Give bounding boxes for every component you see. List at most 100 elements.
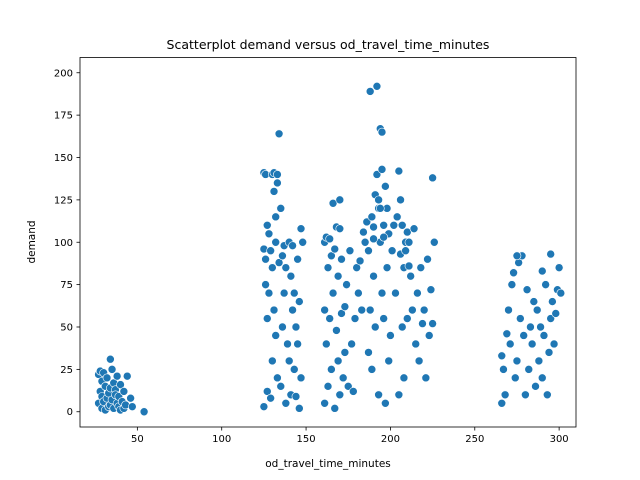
scatter-point bbox=[509, 268, 518, 278]
scatter-point bbox=[273, 178, 282, 188]
scatter-point bbox=[397, 221, 407, 230]
scatter-point bbox=[281, 398, 291, 408]
scatter-point bbox=[325, 234, 334, 244]
scatter-point bbox=[126, 393, 135, 403]
scatter-point bbox=[374, 195, 383, 205]
x-tick-label: 250 bbox=[465, 434, 484, 445]
scatter-point bbox=[261, 280, 270, 289]
scatter-point bbox=[262, 314, 272, 323]
scatter-point bbox=[524, 365, 534, 374]
scatter-point bbox=[335, 224, 345, 233]
scatter-point bbox=[497, 351, 507, 361]
scatter-point bbox=[288, 305, 297, 315]
scatter-point bbox=[347, 339, 356, 349]
scatter-point bbox=[546, 314, 555, 323]
x-tick-label: 100 bbox=[212, 434, 231, 445]
scatter-point bbox=[288, 241, 297, 250]
scatter-point bbox=[418, 319, 427, 328]
scatter-point bbox=[112, 371, 122, 381]
scatter-point bbox=[266, 246, 275, 256]
scatter-point bbox=[502, 329, 512, 339]
scatter-point bbox=[377, 165, 387, 174]
scatter-point bbox=[510, 373, 520, 383]
scatter-point bbox=[293, 339, 302, 349]
scatter-point bbox=[526, 322, 535, 332]
scatter-point bbox=[327, 365, 336, 374]
scatter-point bbox=[295, 404, 304, 413]
x-tick-label: 200 bbox=[381, 434, 400, 445]
scatter-point bbox=[354, 288, 363, 298]
scatter-point bbox=[298, 237, 307, 247]
scatter-point bbox=[355, 256, 365, 266]
scatter-point bbox=[325, 314, 334, 323]
scatter-point bbox=[332, 326, 341, 335]
scatter-point bbox=[537, 266, 547, 276]
scatter-point bbox=[402, 227, 412, 237]
scatter-point bbox=[377, 127, 387, 137]
scatter-point bbox=[500, 390, 510, 400]
scatter-point bbox=[394, 166, 404, 176]
scatter-point bbox=[387, 246, 397, 256]
scatter-point bbox=[271, 212, 281, 222]
scatter-point bbox=[406, 271, 415, 281]
scatter-point bbox=[543, 390, 552, 400]
scatter-point bbox=[404, 237, 414, 247]
scatter-point bbox=[505, 339, 515, 349]
scatter-point bbox=[274, 129, 284, 139]
scatter-point bbox=[369, 271, 378, 281]
scatter-point bbox=[365, 305, 375, 315]
scatter-point bbox=[128, 402, 137, 411]
scatter-point bbox=[424, 331, 434, 340]
y-tick-label: 175 bbox=[54, 111, 73, 122]
scatter-point bbox=[107, 365, 117, 374]
scatter-point bbox=[401, 246, 410, 256]
scatter-point bbox=[402, 314, 412, 323]
scatter-points bbox=[94, 82, 566, 417]
scatter-point bbox=[404, 261, 414, 271]
scatter-point bbox=[286, 271, 296, 281]
scatter-point bbox=[278, 251, 287, 261]
y-tick-label: 75 bbox=[60, 280, 73, 291]
x-tick-label: 50 bbox=[131, 434, 144, 445]
y-tick-label: 200 bbox=[54, 68, 73, 79]
scatter-point bbox=[320, 305, 329, 315]
scatter-point bbox=[343, 382, 353, 391]
scatter-point bbox=[269, 305, 279, 315]
scatter-point bbox=[369, 234, 378, 244]
chart-title: Scatterplot demand versus od_travel_time… bbox=[167, 37, 490, 52]
scatter-point bbox=[338, 373, 348, 383]
scatter-point bbox=[349, 387, 358, 396]
scatter-point bbox=[389, 221, 399, 230]
scatter-point bbox=[340, 348, 350, 357]
x-tick-label: 300 bbox=[550, 434, 569, 445]
scatter-point bbox=[379, 232, 388, 242]
scatter-point bbox=[345, 246, 355, 256]
scatter-point bbox=[116, 380, 125, 389]
scatter-point bbox=[276, 204, 286, 213]
y-tick-label: 125 bbox=[54, 195, 73, 206]
scatter-point bbox=[122, 371, 132, 381]
scatter-point bbox=[419, 305, 429, 315]
scatter-point bbox=[139, 407, 149, 417]
scatter-point bbox=[379, 314, 388, 323]
scatter-point bbox=[532, 305, 542, 315]
scatter-point bbox=[320, 398, 329, 408]
scatter-point bbox=[106, 354, 115, 364]
scatter-point bbox=[522, 285, 532, 295]
scatter-point bbox=[296, 224, 306, 233]
scatter-point bbox=[281, 263, 291, 272]
scatter-point bbox=[556, 288, 566, 298]
scatter-point bbox=[271, 331, 281, 340]
scatter-point bbox=[521, 390, 530, 400]
scatter-point bbox=[337, 309, 346, 318]
scatter-point bbox=[271, 237, 281, 247]
scatter-point bbox=[399, 373, 409, 383]
scatter-point bbox=[264, 288, 274, 298]
scatter-point bbox=[392, 212, 402, 222]
plot-area-frame bbox=[79, 57, 577, 428]
y-tick-label: 0 bbox=[67, 407, 73, 418]
scatter-point bbox=[274, 258, 284, 267]
scatter-point bbox=[323, 263, 333, 272]
scatter-point bbox=[269, 187, 279, 196]
